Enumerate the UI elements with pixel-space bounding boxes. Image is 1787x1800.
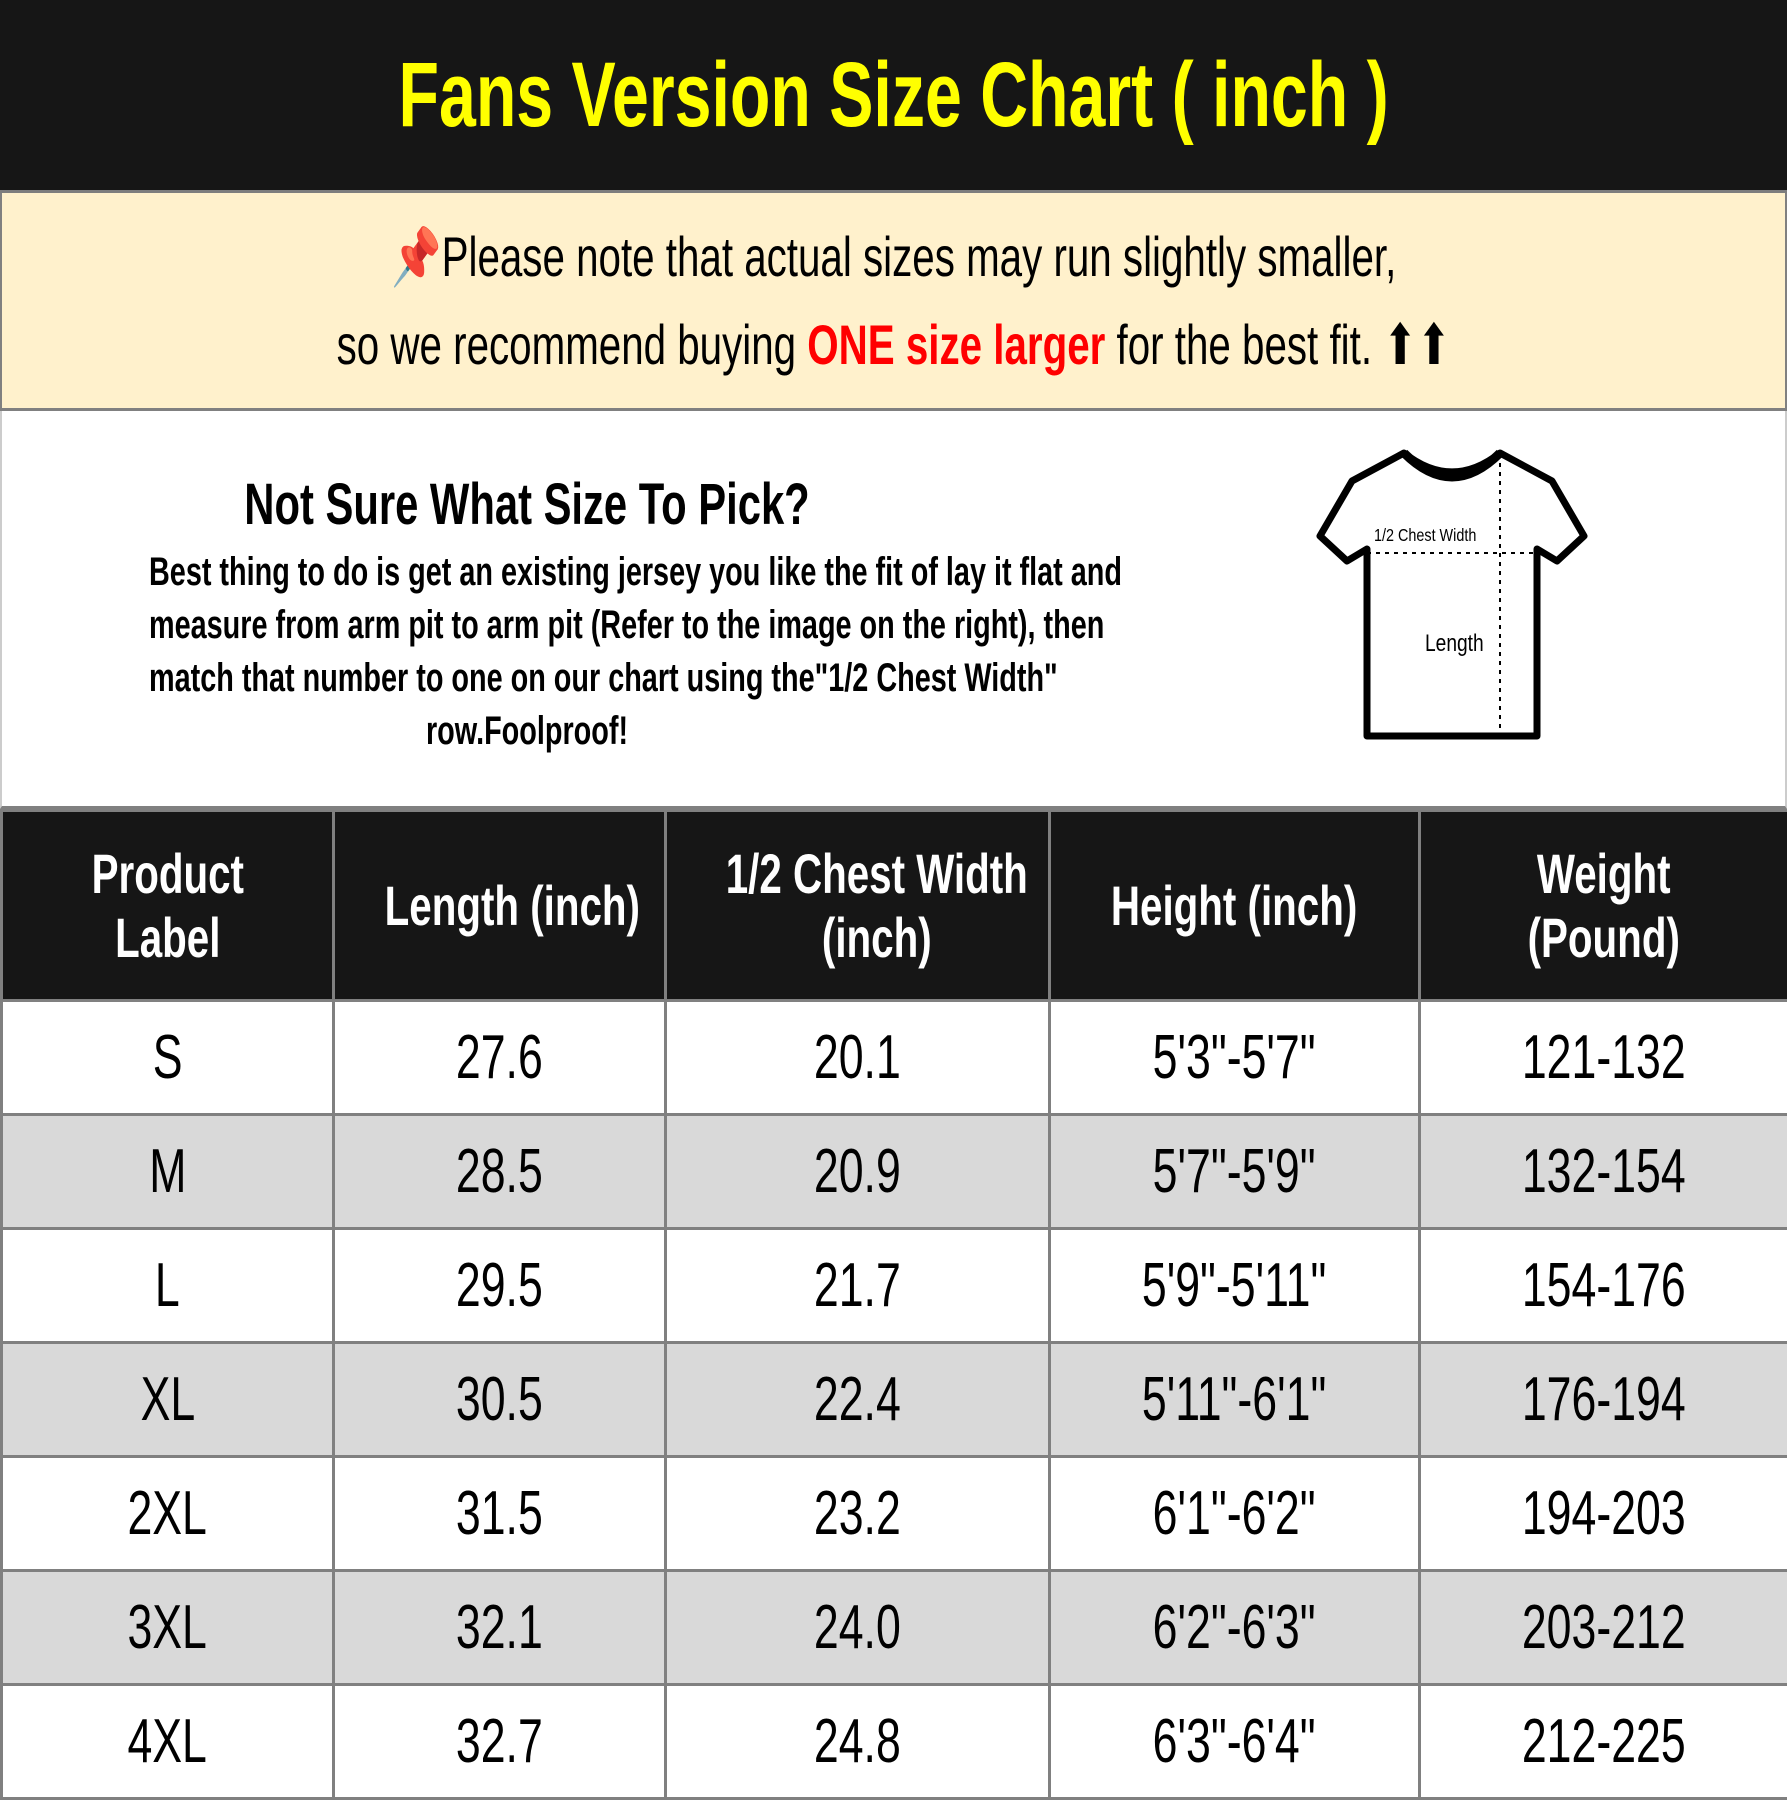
fit-guide-heading: Not Sure What Size To Pick? [149, 471, 905, 538]
cell-height: 5'3"-5'7" [1050, 1001, 1420, 1115]
notice-text-2a: so we recommend buying [336, 313, 795, 376]
notice-highlight: ONE size larger [807, 313, 1105, 376]
cell-size: 4XL [2, 1685, 334, 1799]
cell-height: 5'7"-5'9" [1050, 1115, 1420, 1229]
cell-chest-width: 21.7 [666, 1229, 1050, 1343]
fit-guide: Not Sure What Size To Pick? Best thing t… [0, 411, 1787, 809]
cell-height: 6'3"-6'4" [1050, 1685, 1420, 1799]
fit-guide-line: row.Foolproof! [149, 705, 905, 758]
fit-guide-line: Best thing to do is get an existing jers… [149, 546, 905, 599]
pushpin-icon: 📌 [391, 225, 441, 288]
cell-height: 5'11"-6'1" [1050, 1343, 1420, 1457]
notice-line-1: 📌Please note that actual sizes may run s… [391, 224, 1396, 290]
cell-chest-width: 24.8 [666, 1685, 1050, 1799]
cell-chest-width: 23.2 [666, 1457, 1050, 1571]
page-title: Fans Version Size Chart ( inch ) [398, 43, 1388, 148]
cell-size: S [2, 1001, 334, 1115]
cell-size: L [2, 1229, 334, 1343]
header-banner: Fans Version Size Chart ( inch ) [0, 0, 1787, 193]
cell-weight: 203-212 [1420, 1571, 1787, 1685]
cell-chest-width: 24.0 [666, 1571, 1050, 1685]
fit-guide-line: measure from arm pit to arm pit (Refer t… [149, 599, 905, 652]
col-header-height: Height (inch) [1050, 811, 1420, 1001]
cell-height: 6'2"-6'3" [1050, 1571, 1420, 1685]
cell-length: 31.5 [334, 1457, 666, 1571]
fit-guide-line: match that number to one on our chart us… [149, 652, 905, 705]
cell-length: 30.5 [334, 1343, 666, 1457]
cell-chest-width: 20.1 [666, 1001, 1050, 1115]
cell-size: M [2, 1115, 334, 1229]
notice-text-2b: for the best fit. [1116, 313, 1371, 376]
cell-size: 2XL [2, 1457, 334, 1571]
notice-line-2: so we recommend buying ONE size larger f… [336, 312, 1450, 378]
chest-width-label: 1/2 Chest Width [1374, 526, 1476, 546]
cell-chest-width: 22.4 [666, 1343, 1050, 1457]
cell-weight: 121-132 [1420, 1001, 1787, 1115]
cell-size: XL [2, 1343, 334, 1457]
cell-weight: 194-203 [1420, 1457, 1787, 1571]
col-header-weight: Weight(Pound) [1420, 811, 1787, 1001]
col-header-chest: 1/2 Chest Width(inch) [666, 811, 1050, 1001]
up-arrow-icon: ⬆⬆ [1383, 313, 1451, 376]
cell-weight: 212-225 [1420, 1685, 1787, 1799]
cell-weight: 132-154 [1420, 1115, 1787, 1229]
cell-weight: 176-194 [1420, 1343, 1787, 1457]
tshirt-diagram-icon: 1/2 Chest Width Length [1312, 441, 1592, 741]
length-label: Length [1425, 629, 1484, 657]
cell-length: 32.7 [334, 1685, 666, 1799]
cell-height: 6'1"-6'2" [1050, 1457, 1420, 1571]
col-header-length: Length (inch) [334, 811, 666, 1001]
cell-length: 32.1 [334, 1571, 666, 1685]
size-notice: 📌Please note that actual sizes may run s… [0, 193, 1787, 411]
cell-length: 29.5 [334, 1229, 666, 1343]
cell-length: 27.6 [334, 1001, 666, 1115]
notice-text-1: Please note that actual sizes may run sl… [441, 225, 1396, 288]
cell-weight: 154-176 [1420, 1229, 1787, 1343]
cell-chest-width: 20.9 [666, 1115, 1050, 1229]
cell-size: 3XL [2, 1571, 334, 1685]
cell-height: 5'9"-5'11" [1050, 1229, 1420, 1343]
cell-length: 28.5 [334, 1115, 666, 1229]
